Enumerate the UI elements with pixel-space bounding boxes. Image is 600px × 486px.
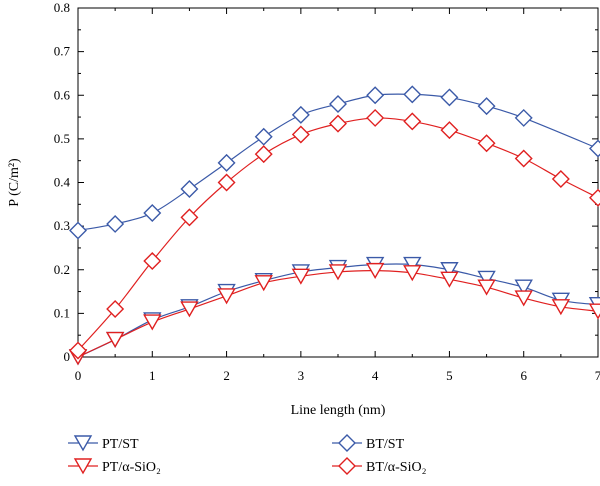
data-point [514, 279, 533, 296]
data-point [589, 139, 600, 158]
data-point [143, 252, 162, 271]
data-point [440, 121, 459, 140]
data-point [143, 314, 162, 331]
data-point [551, 170, 570, 188]
x-tick-label: 0 [75, 368, 82, 383]
data-point [403, 112, 422, 131]
data-point [589, 188, 600, 207]
data-point [291, 268, 311, 285]
series-layer [68, 85, 600, 366]
legend: PT/ST PT/α-SiO₂ BT/ST BT/α-SiO₂ [68, 434, 427, 475]
legend-item: BT/ST [332, 434, 405, 452]
data-point [366, 108, 385, 127]
legend-marker [73, 458, 93, 475]
legend-item: PT/ST [68, 435, 139, 452]
series-3 [69, 108, 600, 360]
x-tick-label: 6 [520, 368, 527, 383]
y-tick-label: 0.5 [54, 131, 70, 146]
data-point [217, 288, 236, 305]
data-point [217, 153, 236, 172]
x-tick-label: 2 [223, 368, 230, 383]
data-point [291, 105, 310, 124]
data-point [180, 301, 199, 318]
legend-marker [73, 435, 93, 452]
y-tick-label: 0.6 [54, 87, 71, 102]
data-point [477, 270, 496, 287]
x-tick-label: 7 [595, 368, 600, 383]
plot-border [77, 7, 599, 358]
data-point [69, 221, 87, 240]
data-point [551, 299, 571, 316]
data-point [105, 331, 125, 348]
y-tick-label: 0.7 [54, 44, 71, 59]
data-point [254, 145, 273, 164]
legend-label: BT/ST [366, 437, 405, 452]
data-point [403, 256, 422, 273]
legend-item: PT/α-SiO₂ [68, 458, 161, 475]
data-point [328, 264, 348, 281]
data-point [477, 134, 496, 153]
y-axis-title: P (C/m²) [7, 158, 22, 207]
y-tick-label: 0 [64, 349, 71, 364]
series-1 [68, 262, 600, 366]
data-point [254, 275, 273, 292]
data-point [440, 262, 459, 279]
x-tick-label: 1 [149, 368, 156, 383]
data-point [403, 265, 422, 282]
legend-item: BT/α-SiO₂ [332, 457, 427, 475]
data-point [180, 208, 199, 227]
axis-ticks [77, 7, 599, 358]
data-point [69, 341, 87, 360]
data-point [365, 262, 385, 280]
legend-marker [338, 457, 356, 475]
legend-marker [338, 434, 356, 452]
legend-label: BT/α-SiO₂ [366, 460, 427, 475]
data-point [514, 108, 533, 127]
series-2 [69, 85, 600, 240]
x-tick-label: 4 [372, 368, 379, 383]
data-point [217, 173, 236, 192]
data-point [329, 114, 347, 133]
data-point [440, 271, 459, 288]
data-point [254, 127, 273, 146]
y-tick-label: 0.3 [54, 218, 70, 233]
y-tick-label: 0.2 [54, 262, 70, 277]
data-point [588, 303, 600, 320]
data-point [329, 94, 347, 113]
axis-tick-labels: 0 1 2 3 4 5 6 7 0 0.1 0.2 0.3 0.4 0.5 0.6 0.7 0.8 [54, 0, 600, 383]
data-point [291, 125, 310, 144]
x-tick-label: 5 [446, 368, 453, 383]
legend-label: PT/α-SiO₂ [102, 460, 161, 475]
data-point [477, 97, 496, 116]
data-point [106, 300, 125, 319]
data-point [180, 180, 199, 199]
data-point [403, 85, 422, 104]
data-point [143, 204, 162, 223]
data-point [366, 86, 385, 105]
y-tick-label: 0.4 [54, 175, 71, 190]
x-tick-label: 3 [298, 368, 305, 383]
data-point [477, 279, 496, 296]
y-tick-label: 0.8 [54, 0, 70, 15]
data-point [440, 88, 459, 107]
x-axis-title: Line length (nm) [291, 403, 386, 418]
data-point [106, 214, 125, 233]
plot-frame [77, 7, 599, 358]
legend-label: PT/ST [102, 437, 139, 452]
data-point [514, 290, 533, 307]
data-point [514, 149, 533, 168]
y-tick-label: 0.1 [54, 305, 70, 320]
